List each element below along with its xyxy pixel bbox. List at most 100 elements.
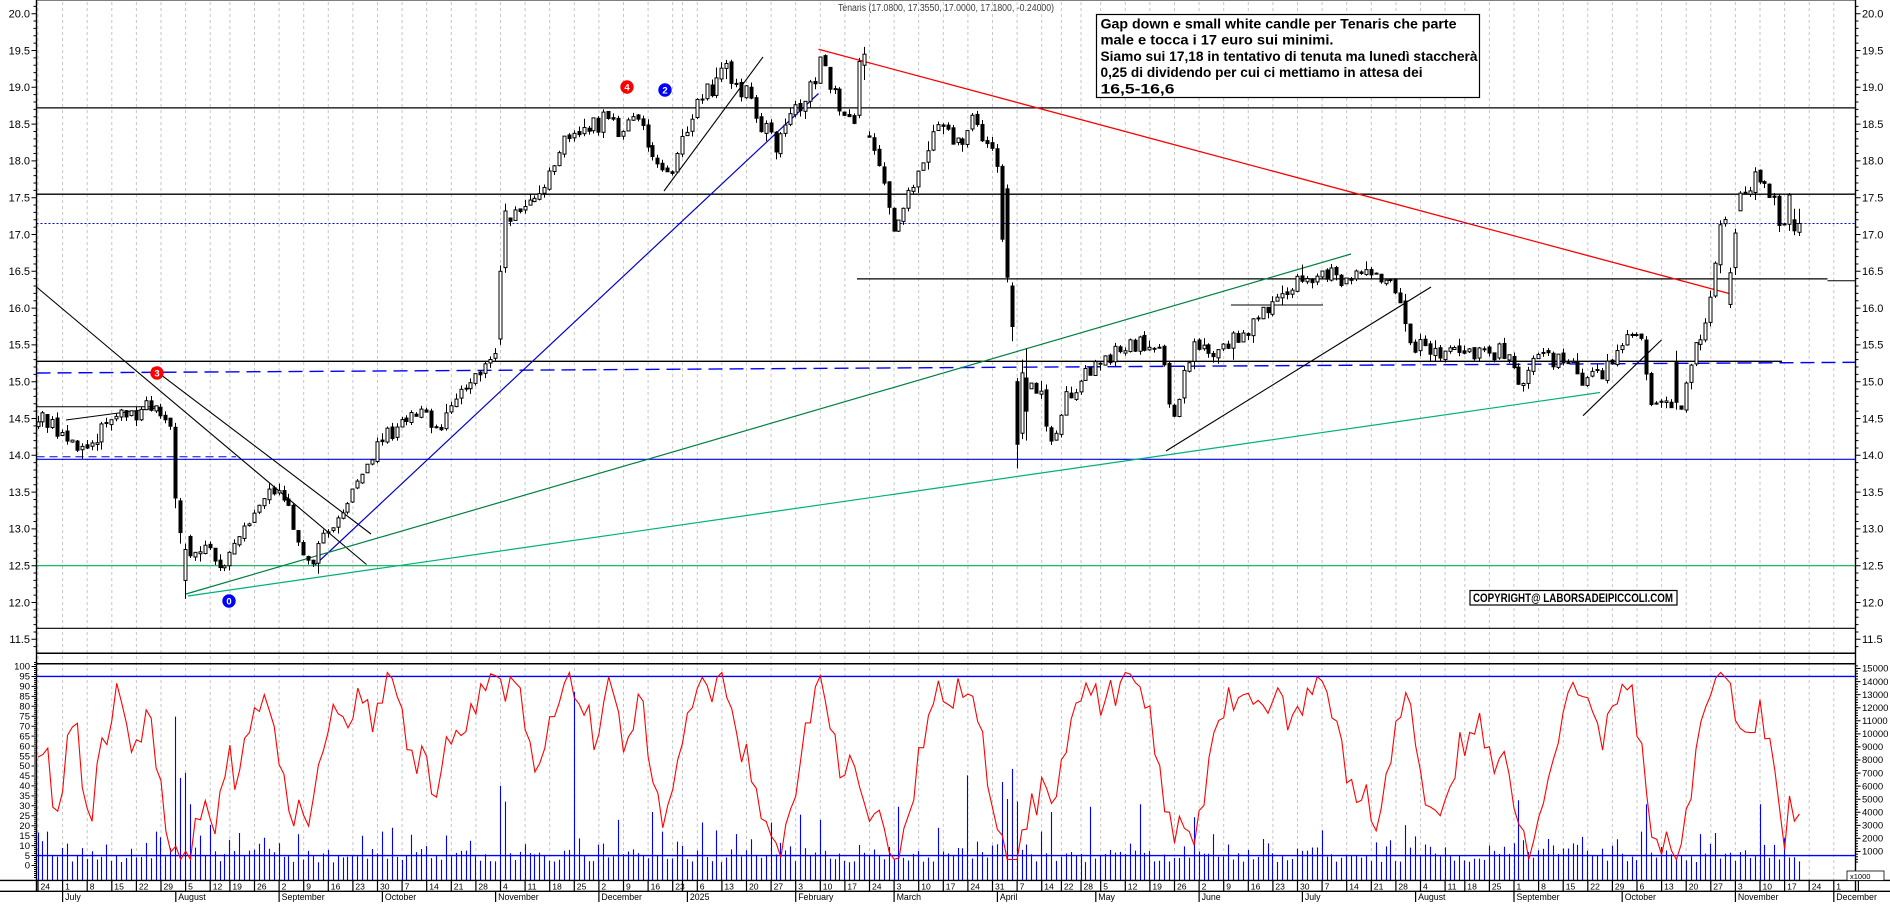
svg-text:9: 9 [306,881,311,891]
svg-text:18.0: 18.0 [1862,156,1883,168]
svg-text:30: 30 [1300,881,1310,891]
svg-text:17: 17 [946,881,956,891]
svg-text:8: 8 [90,881,95,891]
svg-text:20.0: 20.0 [1862,9,1883,21]
svg-text:65: 65 [19,731,30,742]
svg-text:December: December [601,892,642,902]
svg-text:18: 18 [552,881,562,891]
svg-text:30: 30 [380,881,390,891]
svg-text:45: 45 [19,771,30,782]
svg-text:13.5: 13.5 [9,487,30,499]
svg-text:3: 3 [798,881,803,891]
svg-text:4: 4 [1423,881,1428,891]
svg-text:85: 85 [19,692,30,703]
svg-text:2025: 2025 [690,892,710,902]
svg-text:27: 27 [774,881,784,891]
svg-text:November: November [1738,892,1779,902]
svg-text:12000: 12000 [1862,703,1888,714]
svg-text:13000: 13000 [1862,690,1888,701]
svg-text:25: 25 [577,881,587,891]
svg-text:3: 3 [897,881,902,891]
svg-text:Siamo sui 17,18 in tentativo: Siamo sui 17,18 in tentativo di tenuta m… [1101,49,1478,64]
svg-text:26: 26 [257,881,267,891]
svg-text:2: 2 [1202,881,1207,891]
svg-text:11000: 11000 [1862,716,1888,727]
svg-text:22: 22 [1064,881,1074,891]
svg-text:28: 28 [478,881,488,891]
svg-text:19: 19 [232,881,242,891]
svg-text:10: 10 [1763,881,1773,891]
svg-text:17: 17 [847,881,857,891]
svg-text:60: 60 [19,741,30,752]
svg-text:28: 28 [1398,881,1408,891]
svg-text:June: June [1202,892,1221,902]
svg-text:May: May [1098,892,1115,902]
svg-text:13.0: 13.0 [9,524,30,536]
svg-text:August: August [1418,892,1446,902]
svg-text:November: November [498,892,539,902]
svg-text:COPYRIGHT@ LABORSADEIPICCOLI.C: COPYRIGHT@ LABORSADEIPICCOLI.COM [1473,593,1673,605]
svg-text:October: October [1625,892,1656,902]
svg-text:24: 24 [41,881,51,891]
svg-text:19.5: 19.5 [1862,45,1883,57]
svg-text:2: 2 [601,881,606,891]
svg-text:12.5: 12.5 [9,561,30,573]
svg-text:2: 2 [662,85,667,96]
svg-text:September: September [1517,892,1560,902]
svg-text:12.0: 12.0 [9,597,30,609]
svg-text:15.0: 15.0 [9,377,30,389]
svg-text:6: 6 [1640,881,1645,891]
svg-text:5: 5 [25,851,30,862]
svg-text:19: 19 [1152,881,1162,891]
svg-text:80: 80 [19,702,30,713]
svg-text:August: August [178,892,206,902]
svg-text:4: 4 [624,82,630,93]
svg-text:3000: 3000 [1862,821,1883,832]
svg-text:0: 0 [25,861,30,872]
svg-text:14.5: 14.5 [1862,413,1883,425]
svg-text:20: 20 [749,881,759,891]
svg-text:15: 15 [114,881,124,891]
svg-text:15000: 15000 [1862,664,1888,675]
svg-text:March: March [897,892,922,902]
svg-text:13: 13 [724,881,734,891]
svg-text:23: 23 [1275,881,1285,891]
svg-text:23: 23 [675,881,685,891]
svg-text:35: 35 [19,791,30,802]
svg-text:16.5: 16.5 [9,266,30,278]
svg-text:11: 11 [1448,881,1457,891]
svg-text:20.0: 20.0 [9,9,30,21]
svg-text:25: 25 [1492,881,1502,891]
svg-text:September: September [282,892,325,902]
svg-text:17.5: 17.5 [1862,193,1883,205]
svg-text:10: 10 [823,881,833,891]
svg-text:11: 11 [528,881,537,891]
svg-text:x1000: x1000 [1850,872,1870,881]
svg-text:July: July [65,892,81,902]
svg-text:8: 8 [1541,881,1546,891]
svg-text:16.0: 16.0 [1862,303,1883,315]
svg-text:14000: 14000 [1862,677,1888,688]
svg-text:9000: 9000 [1862,742,1883,753]
svg-text:19.0: 19.0 [1862,82,1883,94]
svg-text:55: 55 [19,751,30,762]
svg-text:26: 26 [1177,881,1187,891]
svg-text:29: 29 [164,881,174,891]
svg-text:3: 3 [154,368,159,379]
svg-text:90: 90 [19,682,30,693]
svg-text:18.5: 18.5 [1862,119,1883,131]
svg-text:95: 95 [19,672,30,683]
svg-text:15.5: 15.5 [9,340,30,352]
svg-text:Gap down e small white candle: Gap down e small white candle per Tenari… [1101,17,1457,32]
svg-text:1: 1 [1517,881,1522,891]
svg-text:11.5: 11.5 [9,634,30,646]
svg-text:11.5: 11.5 [1862,634,1883,646]
svg-text:28: 28 [1084,881,1094,891]
svg-text:16,5-16,6: 16,5-16,6 [1101,81,1175,96]
svg-text:7: 7 [1325,881,1330,891]
svg-text:December: December [1836,892,1877,902]
svg-text:6000: 6000 [1862,781,1883,792]
svg-text:15: 15 [1566,881,1576,891]
svg-text:16: 16 [331,881,341,891]
svg-text:17.0: 17.0 [1862,229,1883,241]
